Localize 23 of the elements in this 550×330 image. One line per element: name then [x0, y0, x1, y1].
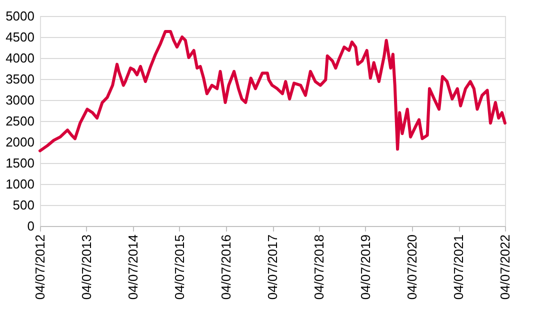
y-tick-label: 4000: [6, 50, 34, 66]
x-tick-label: 04/07/2018: [311, 234, 326, 300]
x-tick-label: 04/07/2016: [218, 234, 234, 300]
y-tick-label: 2500: [6, 114, 34, 128]
y-tick-label: 500: [12, 198, 34, 212]
x-tick-label: 04/07/2014: [125, 234, 140, 300]
y-tick-label: 3000: [6, 92, 34, 108]
y-tick-label: 5000: [6, 8, 34, 24]
y-tick-label: 0: [27, 218, 34, 234]
x-tick-label: 04/07/2019: [358, 234, 373, 300]
y-tick-label: 4500: [6, 30, 34, 44]
x-tick-label: 04/07/2013: [78, 234, 94, 300]
x-tick-label: 04/07/2015: [172, 234, 187, 300]
x-tick-label: 04/07/2017: [265, 234, 280, 300]
y-tick-label: 1500: [6, 156, 34, 170]
x-tick-label: 04/07/2021: [451, 234, 466, 300]
y-tick-label: 3500: [6, 72, 34, 86]
x-tick-label: 04/07/2012: [32, 234, 48, 300]
y-tick-label: 1000: [6, 176, 34, 192]
x-tick-label: 04/07/2022: [498, 234, 512, 300]
x-tick-label: 04/07/2020: [404, 234, 420, 300]
y-tick-label: 2000: [6, 134, 34, 150]
line-series: [38, 30, 506, 152]
